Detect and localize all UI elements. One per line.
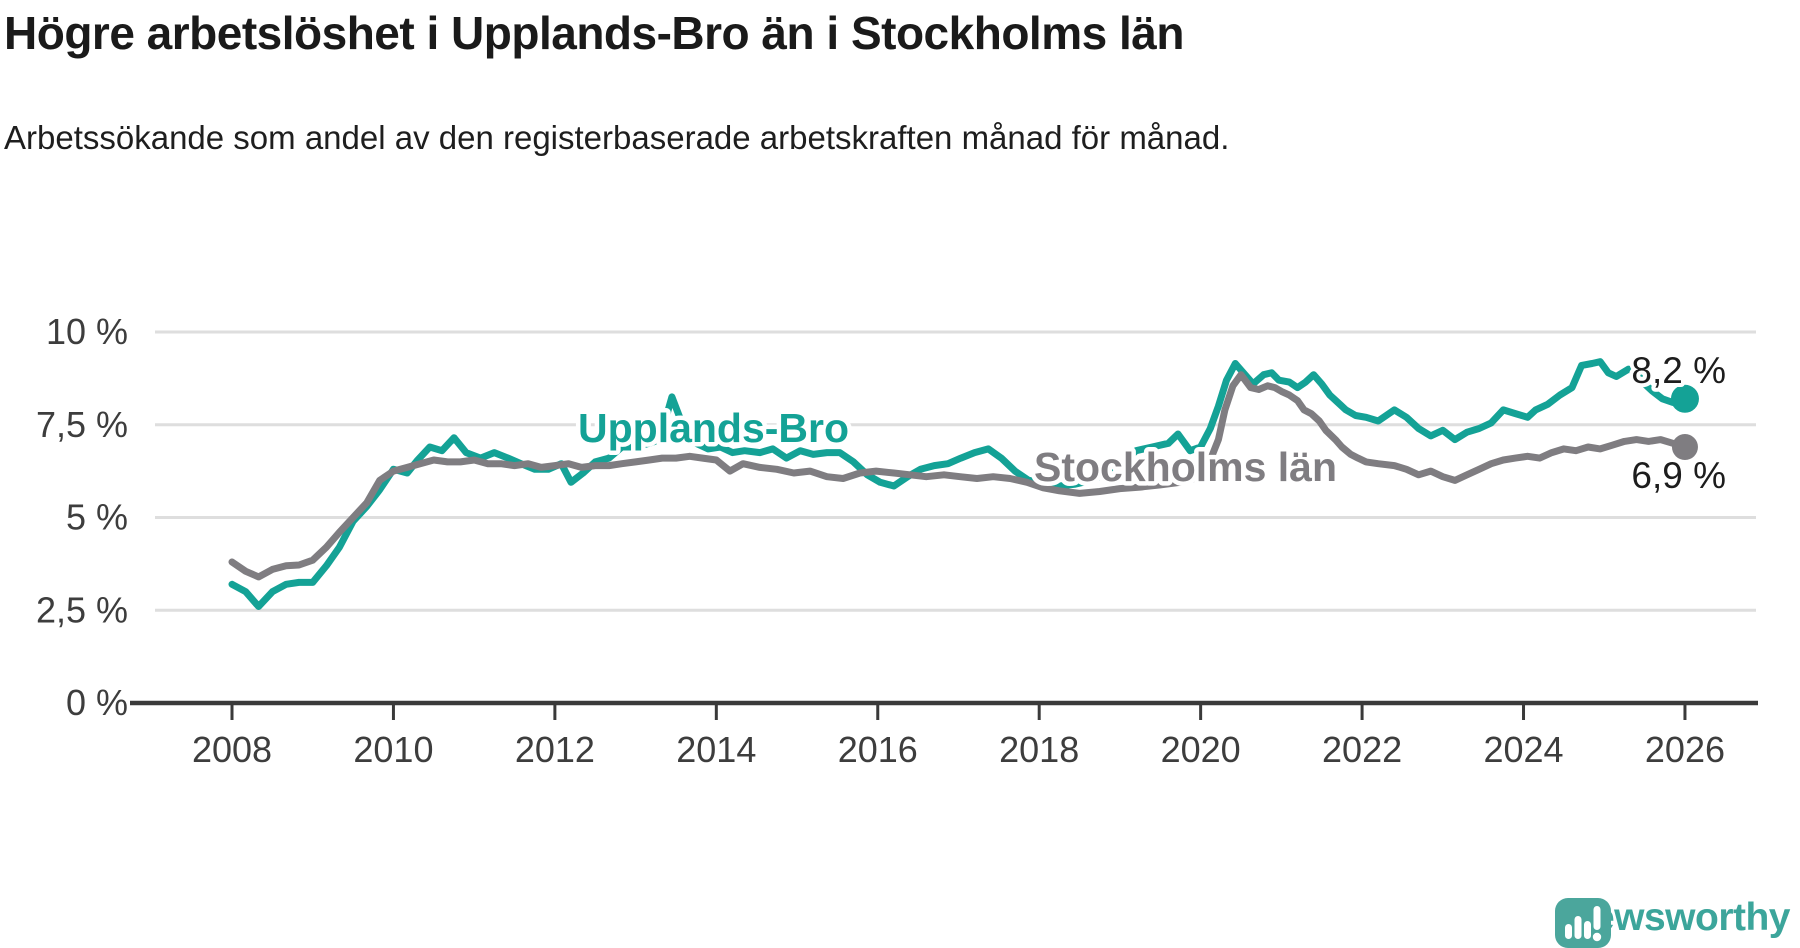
branding: Newsworthy xyxy=(1553,896,1790,948)
x-tick-label: 2008 xyxy=(192,729,272,770)
gridlines: 0 % 2,5 % 5 % 7,5 % 10 % xyxy=(36,311,1756,723)
end-value-label-upplands-bro: 8,2 % xyxy=(1631,350,1726,391)
y-tick-label: 5 % xyxy=(66,497,128,538)
x-tick-label: 2026 xyxy=(1645,729,1725,770)
x-tick-label: 2010 xyxy=(353,729,433,770)
chart-labels: Upplands-Bro Stockholms län 8,2 % 6,9 % xyxy=(574,346,1731,500)
x-tick-label: 2012 xyxy=(515,729,595,770)
x-tick-label: 2014 xyxy=(676,729,756,770)
page-title: Högre arbetslöshet i Upplands-Bro än i S… xyxy=(4,7,1184,59)
page-subtitle: Arbetssökande som andel av den registerb… xyxy=(4,119,1230,156)
series-label-upplands-bro: Upplands-Bro xyxy=(578,405,849,451)
y-tick-label: 10 % xyxy=(46,311,128,352)
newsworthy-logo-icon xyxy=(1555,898,1612,948)
y-tick-label: 0 % xyxy=(66,682,128,723)
series-line-stockholms-lan xyxy=(228,371,1689,581)
x-tick-label: 2018 xyxy=(999,729,1079,770)
axes: 2008 2010 2012 2014 2016 2018 2020 2022 2024 2026 xyxy=(130,700,1758,770)
series-line-upplands-bro xyxy=(228,358,1689,610)
x-tick-label: 2020 xyxy=(1161,729,1241,770)
series-end-dot-stockholms-lan xyxy=(1671,434,1698,461)
series-end-dot-upplands-bro xyxy=(1670,384,1699,413)
x-tick-label: 2024 xyxy=(1483,729,1563,770)
series-label-stockholms-lan: Stockholms län xyxy=(1034,444,1337,490)
x-tick-label: 2022 xyxy=(1322,729,1402,770)
y-tick-label: 7,5 % xyxy=(36,404,128,445)
data-series xyxy=(228,358,1699,610)
y-tick-label: 2,5 % xyxy=(36,589,128,630)
x-tick-label: 2016 xyxy=(838,729,918,770)
end-value-label-stockholms-lan: 6,9 % xyxy=(1631,455,1726,496)
